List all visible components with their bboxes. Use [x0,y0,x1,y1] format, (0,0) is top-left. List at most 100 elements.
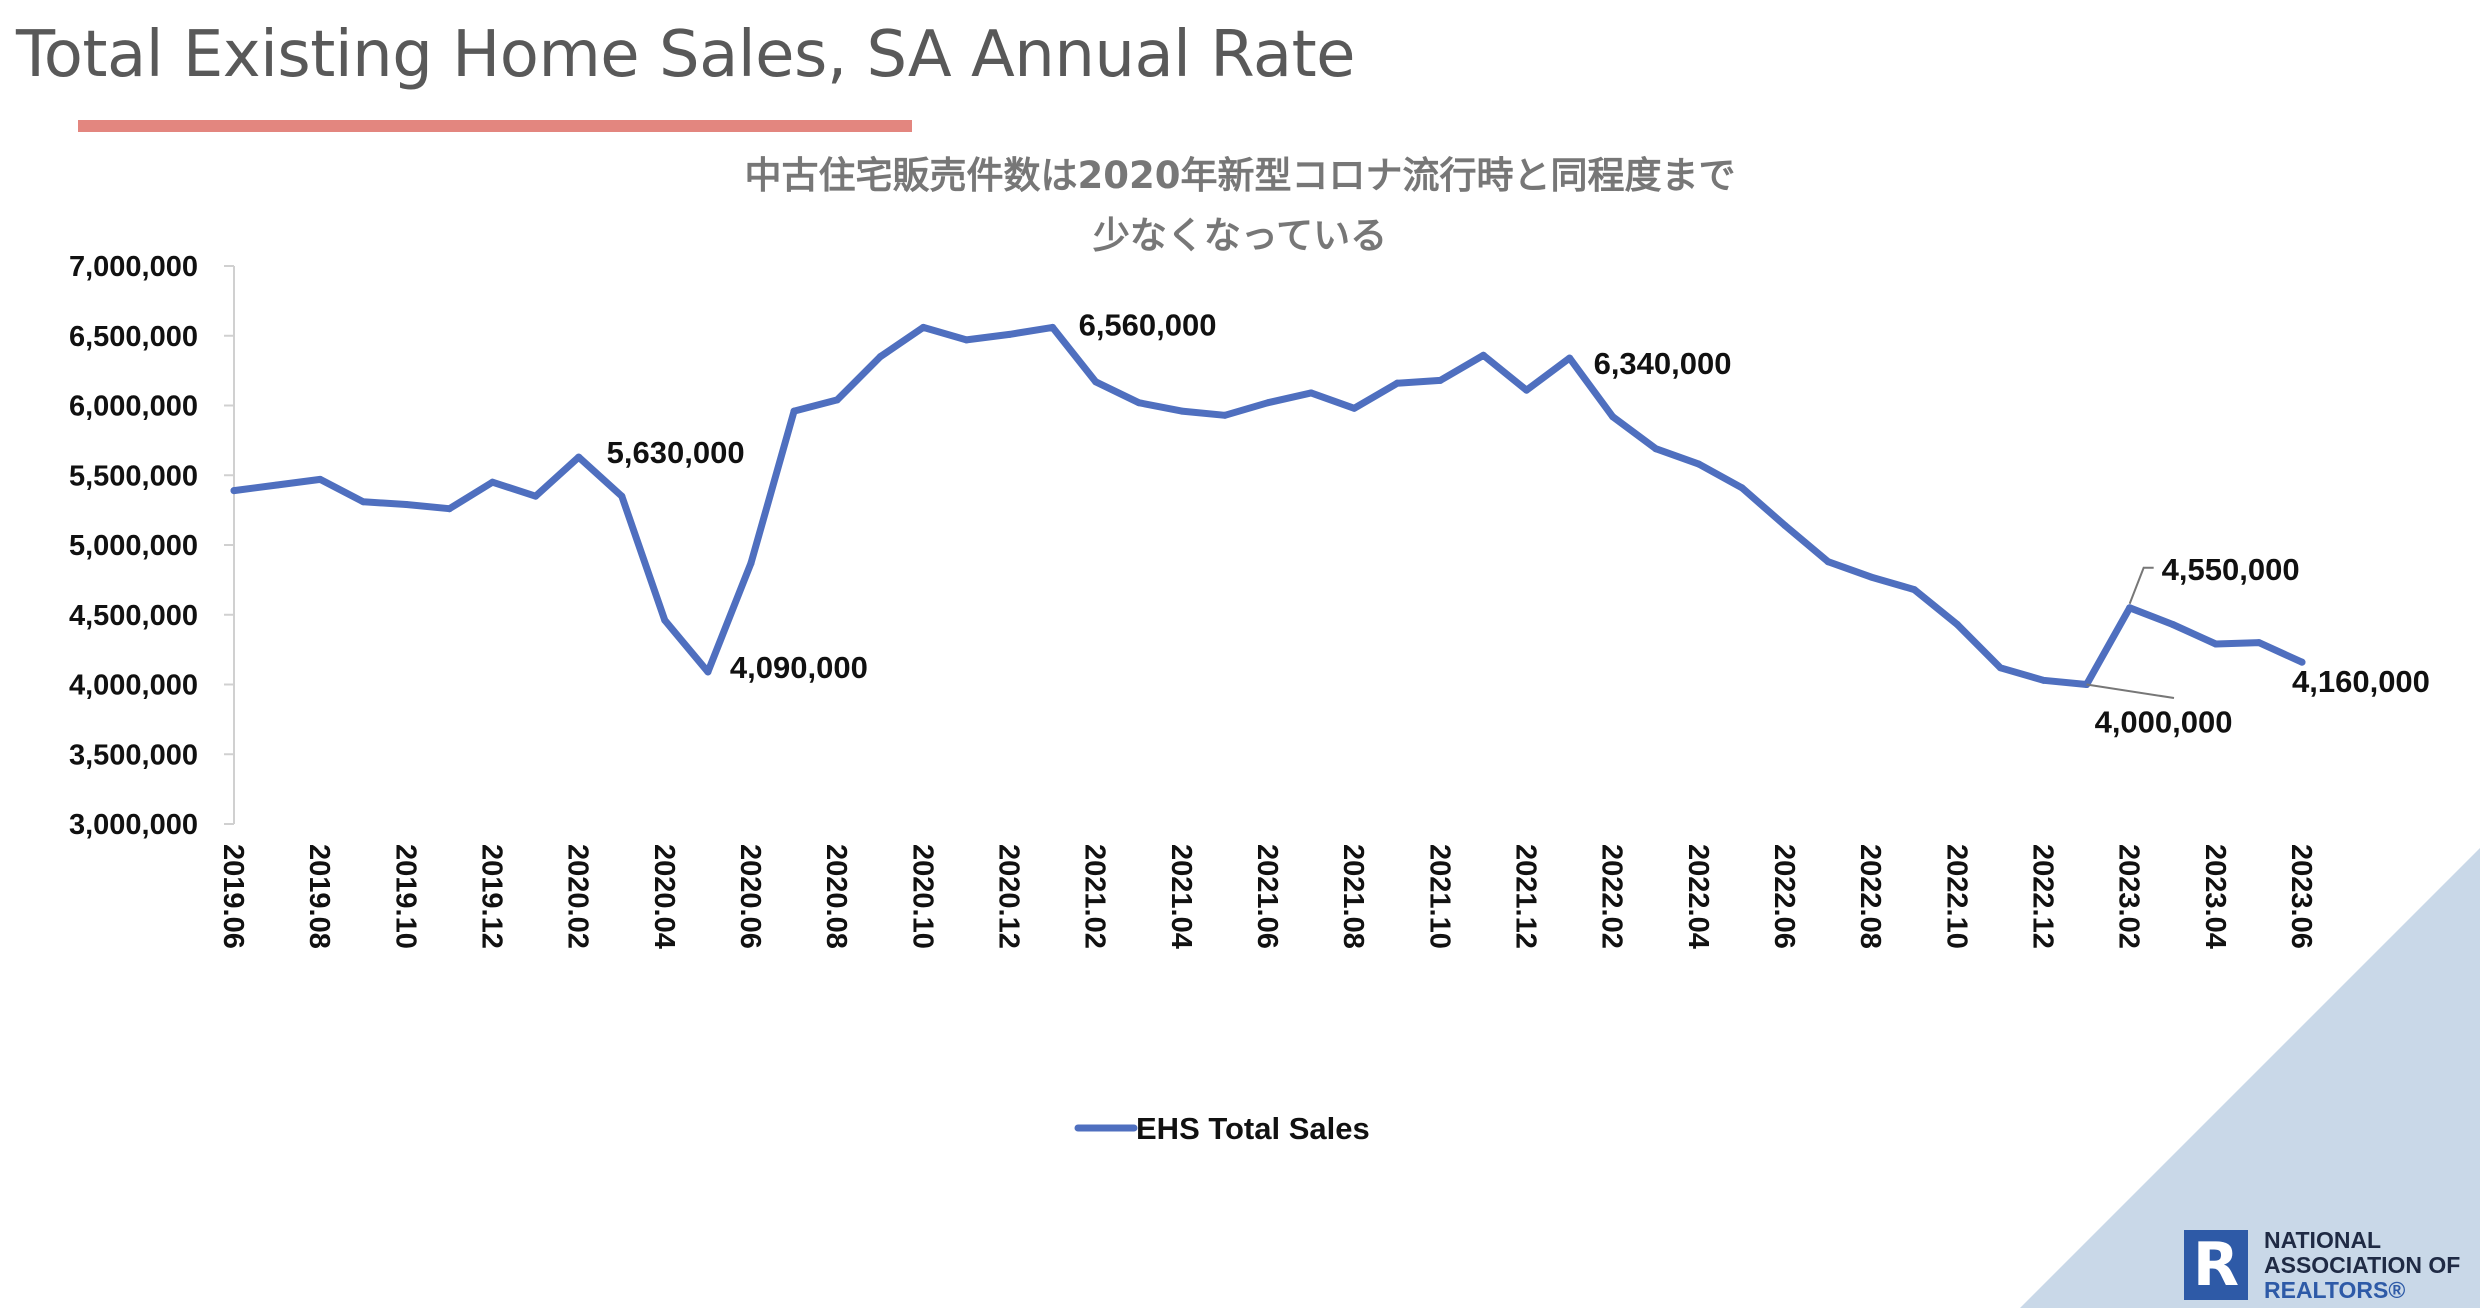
y-tick-label: 6,000,000 [69,391,198,423]
x-tick-label: 2020.04 [648,844,680,949]
x-tick-label: 2022.06 [1768,844,1800,949]
data-point [489,478,496,486]
data-point [1049,323,1057,331]
data-point [2298,658,2306,666]
data-point [1824,558,1832,566]
y-tick-label: 5,500,000 [69,460,198,492]
data-point [1910,586,1918,594]
data-point [1178,407,1186,415]
data-label: 6,560,000 [1079,307,1217,342]
x-tick-label: 2022.10 [1940,844,1972,949]
data-point [402,501,410,509]
annotation-leader-line [2128,566,2154,605]
data-point [1221,411,1229,419]
data-point [618,492,626,500]
x-tick-label: 2019.08 [303,844,335,949]
data-point [1566,354,1574,362]
data-label: 6,340,000 [1594,346,1732,381]
data-point [1092,378,1100,386]
x-tick-label: 2022.02 [1596,844,1628,949]
data-point [1523,386,1530,394]
data-point [1738,484,1746,492]
data-point [962,336,970,344]
data-point [1135,399,1143,407]
data-point [532,492,540,500]
x-tick-label: 2021.08 [1337,844,1369,949]
data-label: 4,000,000 [2095,705,2233,740]
x-tick-label: 2019.10 [389,844,421,949]
y-tick-label: 4,500,000 [69,600,198,632]
data-point [273,481,281,489]
series-line-ehs-total-sales [230,323,2306,688]
chart-title-line-2: 少なくなっている [1093,214,1387,257]
data-point [1695,460,1703,468]
logo-line-1: NATIONAL [2264,1227,2382,1253]
data-point [1953,621,1961,629]
x-tick-label: 2021.04 [1165,844,1197,949]
y-tick-label: 7,000,000 [69,251,198,283]
data-point [661,616,669,624]
logo-wordmark: NATIONAL ASSOCIATION OF REALTORS® [2264,1228,2460,1303]
legend-label: EHS Total Sales [1136,1111,1370,1146]
x-tick-label: 2019.06 [217,844,249,949]
logo-line-3: REALTORS® [2264,1277,2406,1303]
data-point [1307,389,1315,397]
data-point [2040,676,2047,684]
y-tick-label: 6,500,000 [69,321,198,353]
data-point [1867,573,1875,581]
y-tick-label: 3,000,000 [69,809,198,841]
data-point [833,396,841,404]
data-point [2255,639,2263,647]
x-tick-label: 2023.02 [2113,844,2145,949]
data-point [790,407,798,415]
data-point [704,668,712,676]
logo-line-2: ASSOCIATION OF [2264,1252,2461,1278]
y-tick-label: 5,000,000 [69,530,198,562]
data-point [1609,413,1617,421]
nar-logo: R NATIONAL ASSOCIATION OF REALTORS® [2184,1226,2464,1303]
x-tick-label: 2020.08 [820,844,852,949]
x-tick-label: 2023.04 [2199,844,2231,949]
x-tick-label: 2019.12 [476,844,508,949]
annotation-leader-line [2086,683,2175,699]
corner-decoration [2020,848,2480,1308]
x-tick-label: 2023.06 [2285,844,2317,949]
data-point [1264,399,1272,407]
x-tick-label: 2020.10 [906,844,938,949]
data-point [1350,404,1358,412]
data-point [230,487,238,495]
data-point [919,323,927,331]
realtor-r-icon: R [2184,1230,2248,1300]
data-point [2126,604,2134,612]
x-tick-label: 2021.02 [1079,844,1111,949]
x-tick-label: 2021.06 [1251,844,1283,949]
data-point [1436,376,1444,384]
x-tick-label: 2022.08 [1854,844,1886,949]
data-point [1006,330,1013,338]
chart-title-line-1: 中古住宅販売件数は2020年新型コロナ流行時と同程度まで [745,154,1736,197]
data-point [1996,664,2004,672]
data-point [2212,640,2220,648]
data-label: 4,550,000 [2162,552,2300,587]
data-point [359,498,367,506]
x-tick-label: 2022.12 [2027,844,2059,949]
x-tick-label: 2021.10 [1423,844,1455,949]
x-tick-label: 2021.12 [1510,844,1542,949]
data-point [2169,621,2177,629]
data-label: 4,090,000 [730,650,868,685]
data-label: 4,160,000 [2292,664,2430,699]
data-point [1393,379,1401,387]
x-tick-label: 2022.04 [1682,844,1714,949]
y-tick-label: 4,000,000 [69,670,198,702]
x-tick-label: 2020.12 [993,844,1025,949]
data-point [316,475,324,483]
data-point [445,505,453,513]
data-point [1479,351,1487,359]
data-point [575,453,583,461]
data-point [876,353,884,361]
slide-title: Total Existing Home Sales, SA Annual Rat… [16,18,1356,92]
x-tick-label: 2020.02 [562,844,594,949]
title-accent-rule [78,120,912,132]
x-tick-label: 2020.06 [734,844,766,949]
